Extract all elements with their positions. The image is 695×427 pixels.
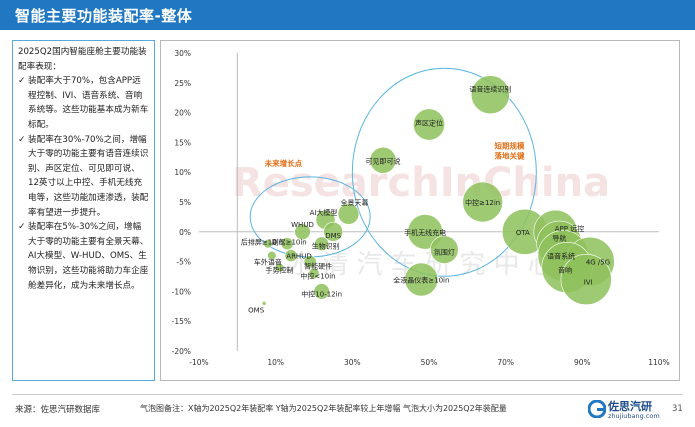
summary-item: ✓ 装配率在30%-70%之间，增幅大于零的功能主要有语音连续识别、声区定位、可见…	[18, 133, 149, 221]
bubble-label: 氛围灯	[434, 248, 455, 257]
summary-panel: 2025Q2国内智能座舱主要功能装配率表现： ✓ 装配率大于70%，包含APP远程…	[12, 40, 155, 381]
summary-item: ✓ 装配率在5%-30%之间，增幅大于零的功能主要有全景天幕、AI大模型、W-HU…	[18, 220, 149, 293]
bubble-label: 导航	[552, 234, 566, 243]
y-tick-label: -15%	[172, 317, 191, 326]
y-tick-label: 10%	[174, 168, 191, 177]
bubble-label: 语音系统	[547, 252, 575, 261]
watermark-text: ResearchInChina	[232, 160, 610, 206]
annotation-scale: 落地关键	[495, 150, 525, 160]
bubble-point	[404, 262, 439, 297]
y-tick-label: 25%	[174, 79, 191, 88]
bubble-label: ARHUD	[286, 253, 311, 261]
brand-mark-icon	[588, 400, 606, 418]
bubble-point	[274, 262, 285, 273]
source-note: 来源：佐思汽研数据库	[15, 405, 101, 415]
bubble-label: 全景天幕	[341, 198, 369, 207]
bubble-label: 全液晶仪表≥10in	[393, 275, 449, 284]
summary-item-text: 装配率在30%-70%之间，增幅大于零的功能主要有语音连续识别、声区定位、可见即…	[28, 134, 149, 218]
bubble-label: 音响	[558, 266, 572, 275]
chart-axes: 30% 25% 20% 15% 10% 5% 0% -5% -10% -15% -20% -10% 10…	[172, 49, 670, 367]
bubble-point	[280, 237, 294, 251]
brand-logo: 佐思汽研 zhujiubang.com	[588, 398, 668, 424]
bubble-label: 4G /5G	[586, 259, 610, 267]
bubble-point	[413, 108, 445, 141]
bubble-point	[261, 301, 267, 306]
bubble-series	[261, 75, 615, 306]
y-tick-label: 5%	[179, 198, 191, 207]
bubble-label: OTA	[516, 229, 530, 237]
bubble-point	[308, 268, 320, 280]
bubble-point	[263, 239, 273, 249]
bubble-label: 副驾≥10in	[272, 238, 307, 247]
bubble-label: AI大模型	[310, 208, 338, 217]
bubble-label: 中控<10in	[300, 272, 335, 281]
x-tick-label: 110%	[648, 358, 669, 367]
bubble-label: 中控10-12in	[301, 289, 342, 298]
x-tick-label: 50%	[421, 358, 438, 367]
summary-item: ✓ 装配率大于70%，包含APP远程控制、IVI、语音系统、音响系统等。这些功能基…	[18, 74, 149, 132]
summary-intro: 2025Q2国内智能座舱主要功能装配率表现：	[18, 47, 147, 72]
bubble-point	[314, 236, 329, 251]
bubble-label: WHUD	[291, 221, 314, 229]
y-tick-label: -5%	[176, 258, 191, 267]
bubble-point	[313, 283, 330, 300]
bubble-label: 语音连续识别	[469, 85, 511, 94]
summary-item-text: 装配率在5%-30%之间，增幅大于零的功能主要有全景天幕、AI大模型、W-HUD…	[28, 222, 149, 291]
bubble-point	[462, 181, 503, 223]
brand-name: 佐思汽研	[608, 400, 652, 413]
summary-item-text: 装配率大于70%，包含APP远程控制、IVI、语音系统、音响系统等。这些功能基本…	[28, 76, 149, 130]
bubble-label: APP 远控	[555, 224, 584, 233]
bubble-label: IVI	[584, 278, 593, 286]
brand-url: zhujiubang.com	[608, 412, 660, 420]
bubble-point	[323, 221, 344, 242]
y-tick-label: 20%	[174, 109, 191, 118]
bubble-label: 手势控制	[266, 266, 294, 275]
bubble-point	[303, 255, 317, 268]
summary-list: ✓ 装配率大于70%，包含APP远程控制、IVI、语音系统、音响系统等。这些功能基…	[18, 74, 149, 293]
y-tick-label: 30%	[174, 49, 191, 58]
bubble-point	[337, 203, 360, 225]
page-number: 31	[672, 404, 683, 414]
bubble-label: OMS	[248, 306, 265, 314]
y-tick-label: 15%	[174, 138, 191, 147]
scale-cluster-ellipse	[351, 67, 537, 277]
bubble-legend-note: 气泡图备注：X轴为2025Q2年装配率 Y轴为2025Q2年装配率较上年增幅 气…	[140, 404, 507, 413]
x-tick-label: 10%	[267, 358, 284, 367]
check-icon: ✓	[18, 134, 26, 145]
x-tick-label: 90%	[574, 358, 591, 367]
y-tick-label: 0%	[179, 228, 191, 237]
footer-divider	[12, 394, 683, 395]
annotation-growth: 未来增长点	[265, 158, 303, 168]
bubble-label: DMS	[325, 232, 341, 240]
y-tick-label: -10%	[172, 287, 191, 296]
bubble-label: 可见即可说	[366, 156, 401, 165]
bubble-label: 手机无线充电	[404, 228, 446, 237]
bubble-point	[294, 223, 311, 240]
bubble-point	[470, 75, 510, 115]
y-tick-label: -20%	[172, 347, 191, 356]
check-icon: ✓	[18, 76, 26, 87]
bubble-label: 智能硬件	[304, 262, 332, 271]
bubble-label: 车外语音	[254, 258, 282, 267]
x-tick-label: 70%	[497, 358, 514, 367]
bubble-point	[369, 146, 397, 174]
bubble-label: 中控≥12in	[465, 198, 500, 207]
bubble-point	[267, 250, 277, 261]
bubble-point	[430, 235, 459, 264]
check-icon: ✓	[18, 222, 26, 233]
page-title: 智能主要功能装配率-整体	[15, 7, 193, 25]
bubble-label: 后排屏≥10in	[241, 238, 283, 247]
x-tick-label: -10%	[189, 358, 208, 367]
annotation-scale: 短期规模	[495, 140, 525, 150]
bubble-point	[560, 253, 612, 305]
x-tick-label: 30%	[344, 358, 361, 367]
bubble-label: 声区定位	[415, 119, 443, 128]
bubble-label: 生物识别	[312, 242, 340, 251]
header-bar: 智能主要功能装配率-整体	[0, 0, 695, 30]
bubble-point	[284, 249, 298, 263]
